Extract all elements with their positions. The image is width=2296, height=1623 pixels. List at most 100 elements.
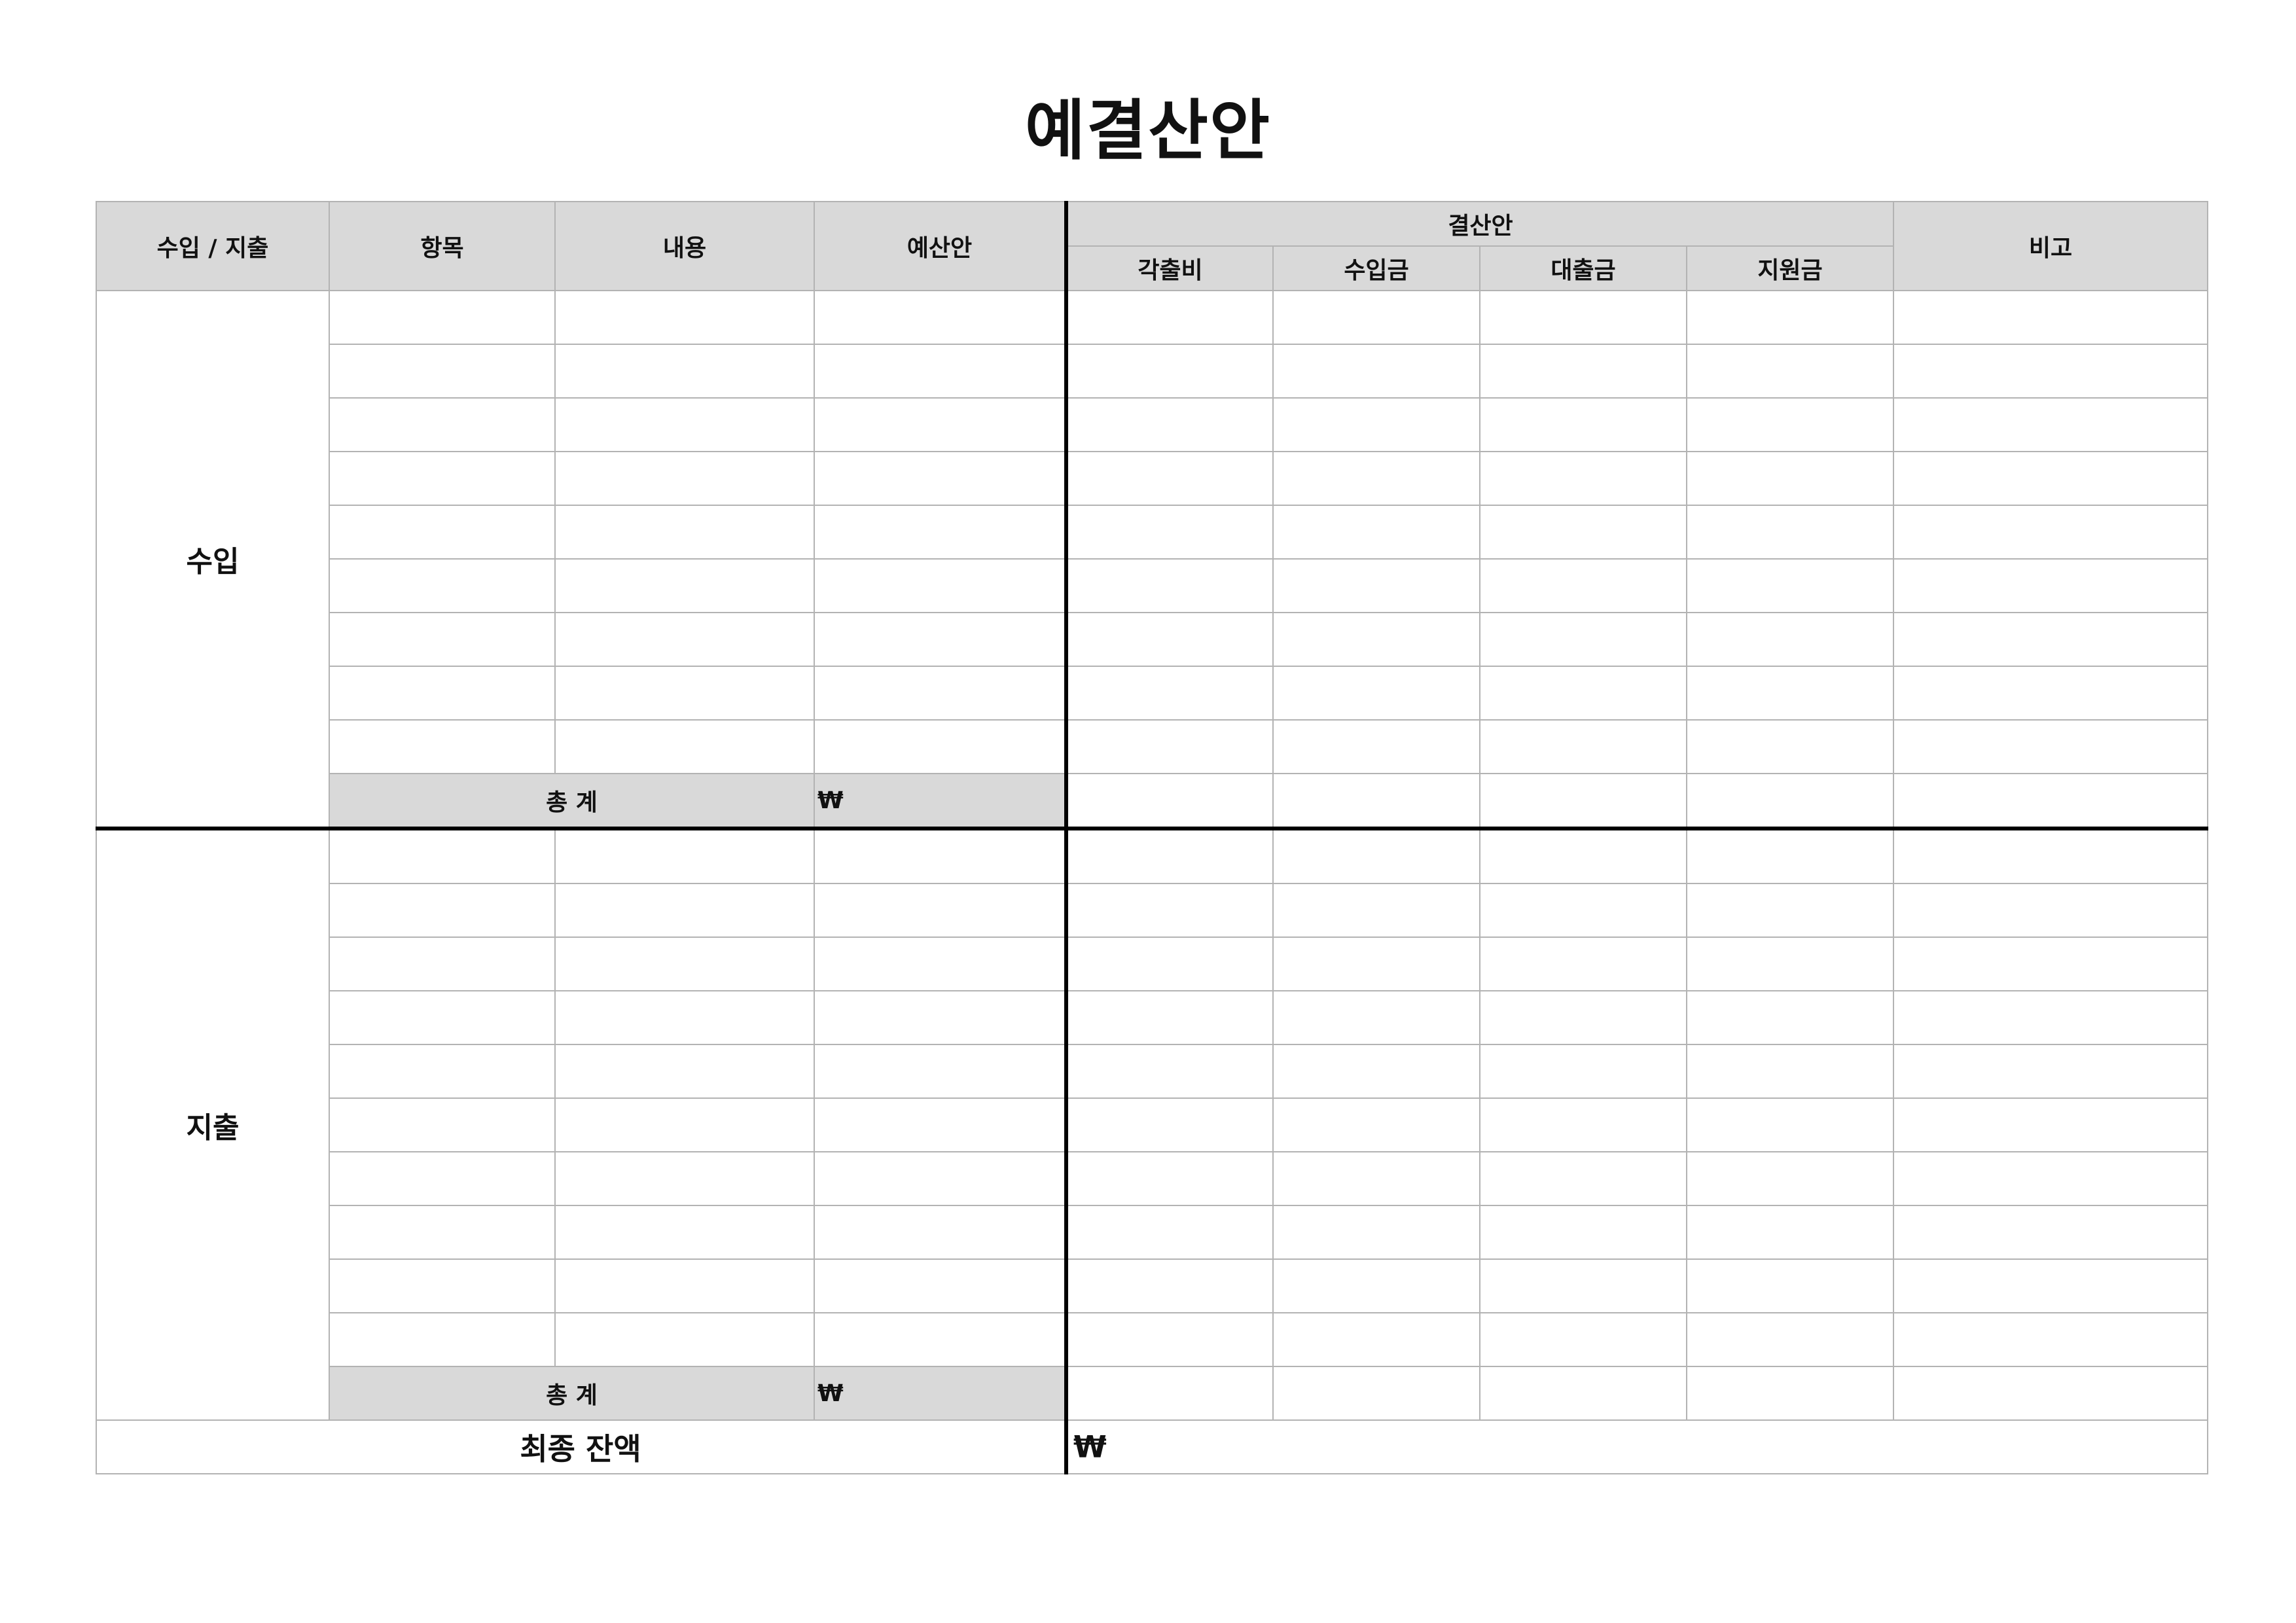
note-cell[interactable]: [1893, 1312, 2208, 1367]
loan-cell[interactable]: [1479, 719, 1687, 774]
description-cell[interactable]: [554, 612, 815, 667]
loan-cell[interactable]: [1479, 505, 1687, 560]
loan-cell[interactable]: [1479, 397, 1687, 452]
description-cell[interactable]: [554, 827, 815, 884]
item-cell[interactable]: [329, 719, 556, 774]
income-amount-cell[interactable]: [1272, 1205, 1480, 1260]
description-cell[interactable]: [554, 990, 815, 1045]
budget-cell[interactable]: [814, 719, 1067, 774]
contribution-cell[interactable]: [1064, 505, 1274, 560]
item-cell[interactable]: [329, 344, 556, 399]
final-balance-value[interactable]: ₩: [1064, 1419, 2208, 1474]
budget-cell[interactable]: [814, 1151, 1067, 1206]
contribution-cell[interactable]: [1064, 290, 1274, 345]
budget-cell[interactable]: [814, 290, 1067, 345]
contribution-cell[interactable]: [1064, 1044, 1274, 1099]
item-cell[interactable]: [329, 397, 556, 452]
budget-cell[interactable]: [814, 1097, 1067, 1152]
item-cell[interactable]: [329, 883, 556, 938]
income-amount-cell[interactable]: [1272, 558, 1480, 613]
income-amount-cell[interactable]: [1272, 612, 1480, 667]
income-amount-cell[interactable]: [1272, 1097, 1480, 1152]
description-cell[interactable]: [554, 397, 815, 452]
subtotal-empty-cell[interactable]: [1686, 1366, 1894, 1421]
note-cell[interactable]: [1893, 990, 2208, 1045]
income-amount-cell[interactable]: [1272, 827, 1480, 884]
support-cell[interactable]: [1686, 1312, 1894, 1367]
budget-cell[interactable]: [814, 558, 1067, 613]
support-cell[interactable]: [1686, 990, 1894, 1045]
support-cell[interactable]: [1686, 344, 1894, 399]
contribution-cell[interactable]: [1064, 666, 1274, 721]
support-cell[interactable]: [1686, 505, 1894, 560]
income-amount-cell[interactable]: [1272, 719, 1480, 774]
loan-cell[interactable]: [1479, 666, 1687, 721]
loan-cell[interactable]: [1479, 1312, 1687, 1367]
income-amount-cell[interactable]: [1272, 1312, 1480, 1367]
income-amount-cell[interactable]: [1272, 505, 1480, 560]
subtotal-empty-cell[interactable]: [1686, 773, 1894, 829]
support-cell[interactable]: [1686, 1097, 1894, 1152]
item-cell[interactable]: [329, 827, 556, 884]
contribution-cell[interactable]: [1064, 1312, 1274, 1367]
contribution-cell[interactable]: [1064, 451, 1274, 506]
loan-cell[interactable]: [1479, 558, 1687, 613]
budget-cell[interactable]: [814, 1205, 1067, 1260]
note-cell[interactable]: [1893, 505, 2208, 560]
income-amount-cell[interactable]: [1272, 666, 1480, 721]
item-cell[interactable]: [329, 1205, 556, 1260]
subtotal-empty-cell[interactable]: [1893, 1366, 2208, 1421]
support-cell[interactable]: [1686, 666, 1894, 721]
loan-cell[interactable]: [1479, 290, 1687, 345]
budget-cell[interactable]: [814, 1258, 1067, 1313]
subtotal-empty-cell[interactable]: [1479, 773, 1687, 829]
contribution-cell[interactable]: [1064, 1151, 1274, 1206]
income-amount-cell[interactable]: [1272, 451, 1480, 506]
note-cell[interactable]: [1893, 883, 2208, 938]
note-cell[interactable]: [1893, 397, 2208, 452]
support-cell[interactable]: [1686, 1205, 1894, 1260]
loan-cell[interactable]: [1479, 1258, 1687, 1313]
loan-cell[interactable]: [1479, 827, 1687, 884]
contribution-cell[interactable]: [1064, 397, 1274, 452]
income-amount-cell[interactable]: [1272, 990, 1480, 1045]
item-cell[interactable]: [329, 1151, 556, 1206]
income-amount-cell[interactable]: [1272, 344, 1480, 399]
contribution-cell[interactable]: [1064, 1258, 1274, 1313]
support-cell[interactable]: [1686, 936, 1894, 991]
item-cell[interactable]: [329, 451, 556, 506]
description-cell[interactable]: [554, 719, 815, 774]
loan-cell[interactable]: [1479, 1097, 1687, 1152]
budget-cell[interactable]: [814, 397, 1067, 452]
subtotal-empty-cell[interactable]: [1272, 1366, 1480, 1421]
budget-cell[interactable]: [814, 612, 1067, 667]
description-cell[interactable]: [554, 666, 815, 721]
income-amount-cell[interactable]: [1272, 1258, 1480, 1313]
item-cell[interactable]: [329, 990, 556, 1045]
budget-cell[interactable]: [814, 344, 1067, 399]
item-cell[interactable]: [329, 1258, 556, 1313]
note-cell[interactable]: [1893, 344, 2208, 399]
note-cell[interactable]: [1893, 719, 2208, 774]
note-cell[interactable]: [1893, 827, 2208, 884]
budget-cell[interactable]: [814, 505, 1067, 560]
budget-cell[interactable]: [814, 1044, 1067, 1099]
support-cell[interactable]: [1686, 719, 1894, 774]
budget-cell[interactable]: [814, 827, 1067, 884]
contribution-cell[interactable]: [1064, 990, 1274, 1045]
subtotal-empty-cell[interactable]: [1064, 773, 1274, 829]
support-cell[interactable]: [1686, 1258, 1894, 1313]
loan-cell[interactable]: [1479, 936, 1687, 991]
loan-cell[interactable]: [1479, 1151, 1687, 1206]
description-cell[interactable]: [554, 1044, 815, 1099]
contribution-cell[interactable]: [1064, 558, 1274, 613]
subtotal-empty-cell[interactable]: [1272, 773, 1480, 829]
contribution-cell[interactable]: [1064, 344, 1274, 399]
income-amount-cell[interactable]: [1272, 397, 1480, 452]
budget-cell[interactable]: [814, 883, 1067, 938]
subtotal-empty-cell[interactable]: [1064, 1366, 1274, 1421]
loan-cell[interactable]: [1479, 451, 1687, 506]
budget-cell[interactable]: [814, 666, 1067, 721]
description-cell[interactable]: [554, 1312, 815, 1367]
contribution-cell[interactable]: [1064, 1097, 1274, 1152]
